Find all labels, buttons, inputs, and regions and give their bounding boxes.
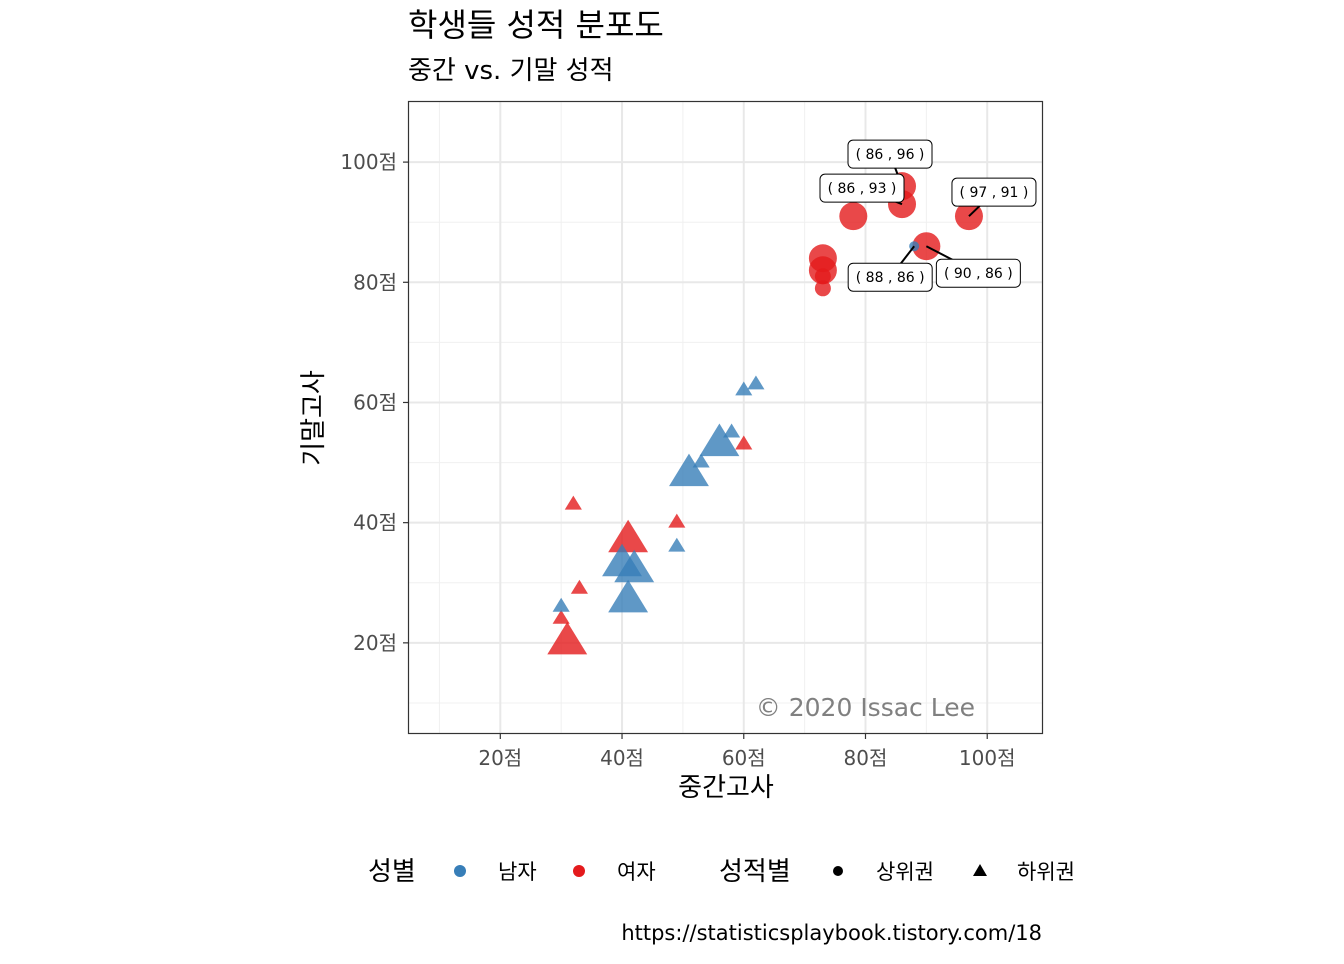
legend-key-top-rank [833, 866, 843, 876]
point-triangle [552, 597, 570, 612]
annotation-label: ( 90 , 86 ) [944, 266, 1013, 282]
point-triangle [552, 609, 570, 624]
grid-lines [409, 102, 1042, 733]
x-tick-label: 40점 [600, 746, 644, 770]
legend-title-gender: 성별 [368, 857, 416, 887]
point-triangle [570, 579, 588, 594]
point-triangle [614, 549, 655, 583]
point-triangle [668, 537, 686, 552]
y-axis-title: 기말고사 [299, 370, 329, 466]
annotation-label: ( 86 , 93 ) [828, 181, 897, 197]
chart-title: 학생들 성적 분포도 [408, 6, 664, 44]
x-tick-label: 100점 [959, 746, 1016, 770]
y-tick-label: 100점 [340, 150, 397, 174]
y-tick-label: 60점 [353, 390, 397, 414]
x-tick-label: 20점 [478, 746, 522, 770]
annotation-label-box [935, 258, 1021, 288]
plot-panel-border [407, 100, 1044, 735]
point-triangle [735, 435, 753, 450]
point-circle [814, 280, 831, 297]
y-tick-label: 80점 [353, 270, 397, 294]
x-axis: 20점 40점 60점 80점 100점 [478, 733, 1016, 770]
x-axis-title: 중간고사 [678, 773, 774, 803]
annotation-label-box [847, 139, 933, 169]
legend-label-low-rank: 하위권 [1017, 860, 1075, 884]
point-annotations: ( 86 , 96 ) ( 97 , 91 ) ( 86 , 93 ) ( 88 , … [819, 139, 1037, 292]
caption-url: https://statisticsplaybook.tistory.com/1… [621, 921, 1042, 945]
data-points [547, 172, 983, 655]
x-tick-label: 80점 [844, 746, 888, 770]
annotation-label: ( 88 , 86 ) [856, 270, 925, 286]
legend-key-female [573, 865, 585, 877]
watermark: © 2020 Issac Lee [756, 693, 975, 722]
point-triangle [692, 453, 710, 468]
point-triangle [564, 495, 582, 510]
point-triangle [747, 375, 765, 390]
annotation-label: ( 86 , 96 ) [856, 147, 925, 163]
point-triangle [699, 423, 740, 457]
point-circle [839, 202, 868, 231]
point-triangle [669, 453, 709, 487]
legend-title-rank: 성적별 [719, 857, 791, 887]
chart-subtitle: 중간 vs. 기말 성적 [408, 56, 614, 86]
legend: 성별 남자 여자 성적별 상위권 하위권 [368, 857, 1075, 887]
y-tick-label: 40점 [353, 511, 397, 535]
legend-key-low-rank [973, 864, 987, 876]
point-triangle [608, 579, 649, 613]
point-triangle [668, 513, 686, 528]
legend-label-top-rank: 상위권 [876, 860, 934, 884]
y-axis: 20점 40점 60점 80점 100점 [340, 150, 409, 655]
point-triangle [735, 381, 753, 396]
annotation-label-box [847, 262, 933, 292]
point-triangle [608, 519, 649, 553]
point-triangle [723, 423, 741, 438]
point-circle [814, 268, 831, 285]
x-tick-label: 60점 [722, 746, 766, 770]
point-triangle [547, 621, 588, 655]
legend-key-male [454, 865, 466, 877]
annotation-label-box [951, 177, 1037, 207]
legend-label-female: 여자 [617, 860, 656, 884]
annotation-label: ( 97 , 91 ) [960, 185, 1029, 201]
y-tick-label: 20점 [353, 631, 397, 655]
annotation-label-box [819, 173, 905, 203]
legend-label-male: 남자 [498, 860, 537, 884]
